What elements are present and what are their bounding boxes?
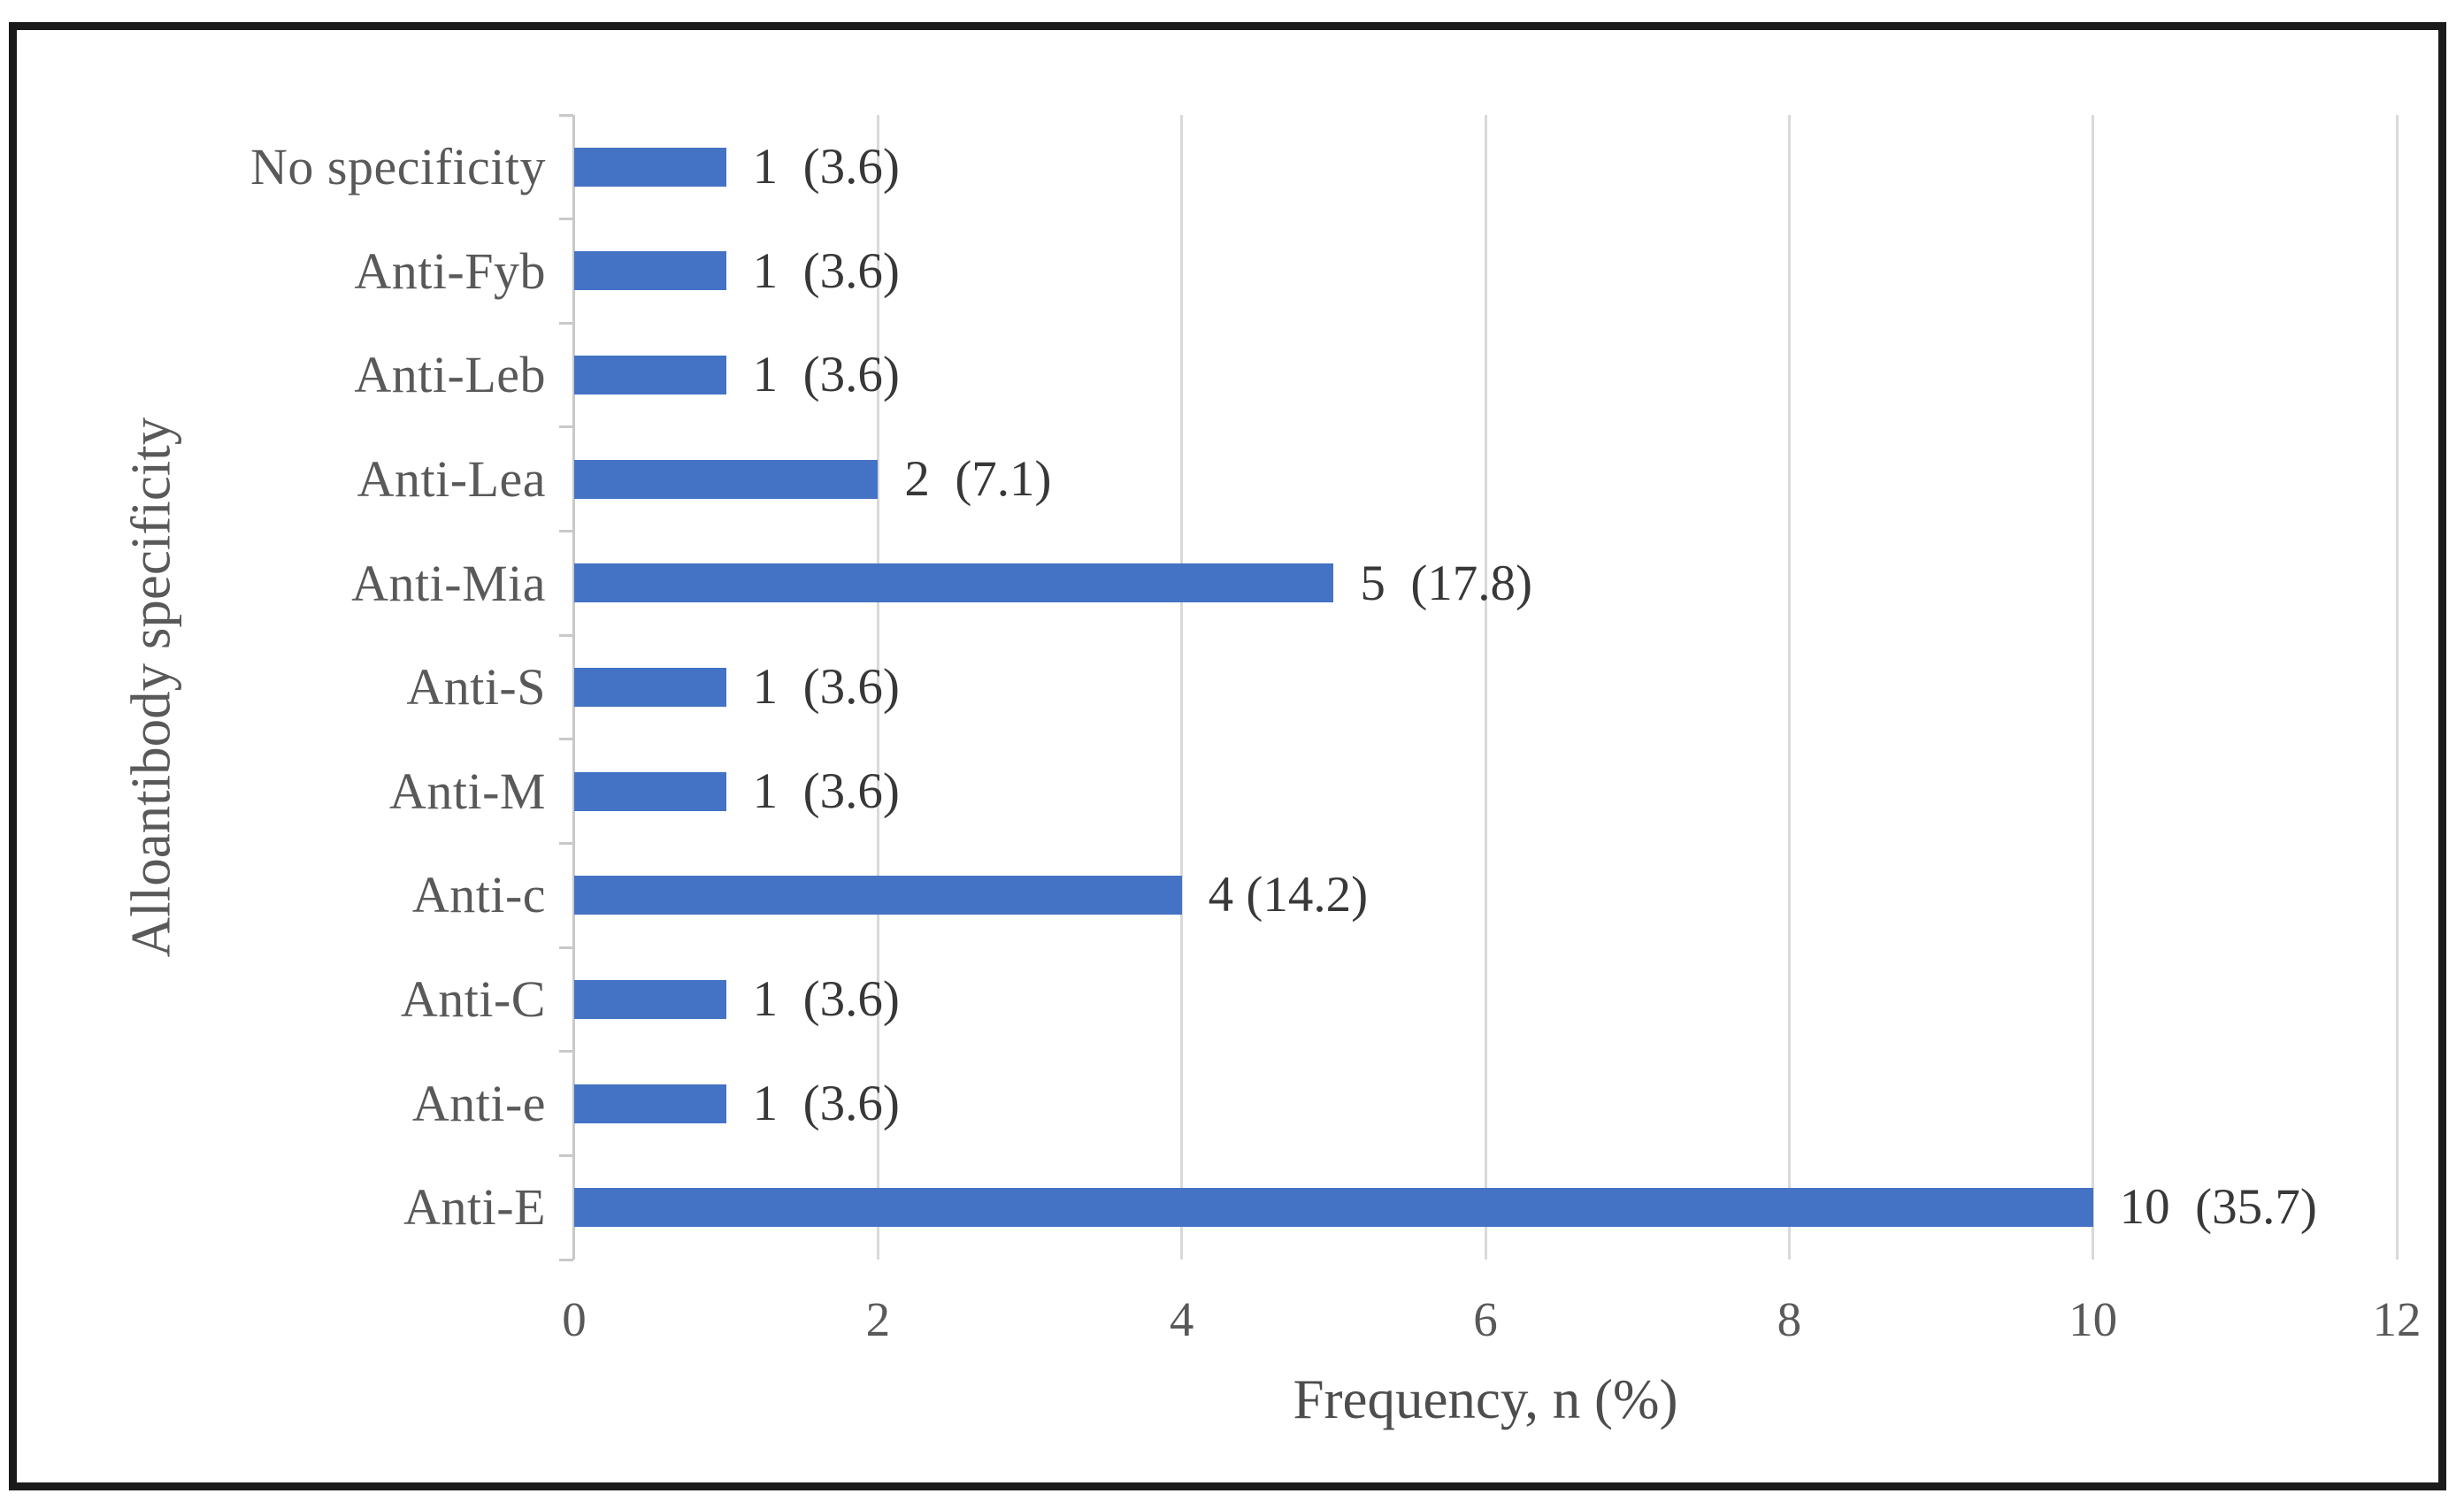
- data-label-no-specificity: 1 (3.6): [752, 139, 900, 195]
- gridline-x-4: [1180, 115, 1184, 1260]
- gridline-x-6: [1484, 115, 1487, 1260]
- data-label-anti-lea: 2 (7.1): [904, 450, 1052, 507]
- y-axis-tick-mark: [559, 1050, 573, 1053]
- y-axis-tick-mark: [559, 946, 573, 949]
- bar-anti-mia: [574, 563, 1334, 603]
- y-axis-tick-mark: [559, 113, 573, 117]
- category-label-anti-mia: Anti-Mia: [351, 554, 546, 612]
- category-label-anti-fyb: Anti-Fyb: [354, 241, 546, 300]
- y-axis-tick-mark: [559, 738, 573, 741]
- y-axis-tick-mark: [559, 1153, 573, 1157]
- y-axis-tick-mark: [559, 425, 573, 429]
- y-axis-tick-mark: [559, 1258, 573, 1261]
- x-tick-label-4: 4: [1169, 1292, 1194, 1346]
- bar-no-specificity: [574, 147, 726, 187]
- category-label-anti-c: Anti-C: [400, 970, 546, 1029]
- gridline-x-12: [2395, 115, 2399, 1260]
- y-axis-tick-mark: [559, 218, 573, 221]
- y-axis-line: [572, 115, 575, 1260]
- data-label-anti-fyb: 1 (3.6): [752, 242, 900, 299]
- bar-anti-s: [574, 668, 726, 707]
- data-label-anti-mia: 5 (17.8): [1360, 555, 1533, 611]
- category-label-anti-e: Anti-E: [403, 1178, 546, 1237]
- x-tick-label-6: 6: [1473, 1292, 1498, 1346]
- y-axis-tick-mark: [559, 321, 573, 325]
- x-axis-title: Frequency, n (%): [1293, 1368, 1678, 1430]
- bar-anti-e: [574, 1084, 726, 1123]
- bar-anti-leb: [574, 356, 726, 395]
- data-label-anti-e: 10 (35.7): [2119, 1179, 2317, 1236]
- data-label-anti-leb: 1 (3.6): [752, 347, 900, 403]
- bar-anti-c: [574, 876, 1182, 915]
- bar-anti-e: [574, 1188, 2093, 1228]
- x-tick-label-10: 10: [2069, 1292, 2118, 1346]
- data-label-anti-m: 1 (3.6): [752, 762, 900, 819]
- x-tick-label-8: 8: [1777, 1292, 1802, 1346]
- bar-anti-c: [574, 979, 726, 1019]
- category-label-no-specificity: No specificity: [250, 138, 546, 195]
- data-label-anti-s: 1 (3.6): [752, 659, 900, 716]
- bar-anti-lea: [574, 459, 879, 499]
- x-tick-label-2: 2: [865, 1292, 891, 1346]
- data-label-anti-c: 1 (3.6): [752, 971, 900, 1028]
- data-label-anti-e: 1 (3.6): [752, 1075, 900, 1131]
- category-label-anti-c: Anti-c: [411, 866, 546, 924]
- category-label-anti-lea: Anti-Lea: [357, 449, 546, 508]
- x-tick-label-12: 12: [2372, 1292, 2422, 1346]
- bar-anti-m: [574, 771, 726, 811]
- figure-frame: Alloantibody specificity Frequency, n (%…: [9, 22, 2446, 1490]
- category-label-anti-e: Anti-e: [411, 1074, 546, 1132]
- category-label-anti-m: Anti-M: [389, 762, 546, 820]
- plot-area: No specificity 1 (3.6) Anti-Fyb 1 (3.6) Anti…: [250, 113, 2422, 1346]
- gridline-x-2: [876, 115, 879, 1260]
- gridline-x-8: [1787, 115, 1791, 1260]
- y-axis-tick-mark: [559, 633, 573, 637]
- gridline-x-10: [2092, 115, 2095, 1260]
- y-axis-tick-mark: [559, 530, 573, 533]
- y-axis-tick-mark: [559, 841, 573, 845]
- x-tick-label-0: 0: [562, 1292, 587, 1346]
- data-label-anti-c: 4 (14.2): [1208, 867, 1369, 923]
- category-label-anti-leb: Anti-Leb: [354, 346, 546, 404]
- category-label-anti-s: Anti-S: [406, 658, 546, 716]
- bar-anti-fyb: [574, 251, 726, 291]
